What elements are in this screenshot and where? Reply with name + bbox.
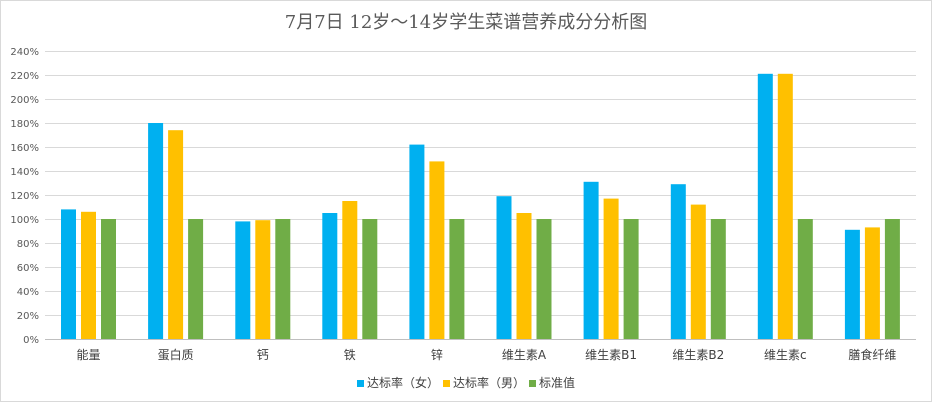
bar <box>322 213 338 339</box>
y-tick-label: 100% <box>10 215 39 226</box>
bar <box>623 219 639 339</box>
bar <box>670 184 686 339</box>
legend-item: 达标率（男） <box>442 374 525 391</box>
bar <box>255 220 271 339</box>
bar <box>81 211 96 339</box>
x-tick-label: 蛋白质 <box>158 347 194 362</box>
chart-title: 7月7日 12岁～14岁学生菜谱营养成分分析图 <box>284 12 648 33</box>
legend-swatch <box>356 380 364 387</box>
bar <box>235 221 251 339</box>
bar <box>516 213 532 339</box>
y-tick-label: 60% <box>17 263 39 274</box>
bar <box>797 219 813 339</box>
bar <box>864 227 880 339</box>
bar <box>449 219 465 339</box>
bar <box>188 219 204 339</box>
bar <box>409 144 425 339</box>
bar <box>583 181 599 339</box>
bar <box>777 73 793 340</box>
bar <box>429 161 445 339</box>
bar <box>757 73 773 340</box>
y-tick-label: 40% <box>17 287 39 298</box>
bar <box>690 204 706 339</box>
y-tick-label: 80% <box>17 239 39 250</box>
bar <box>603 198 619 339</box>
bar <box>101 219 116 339</box>
x-tick-label: 钙 <box>257 348 269 362</box>
x-tick-label: 维生素B1 <box>585 348 637 362</box>
x-tick-label: 铁 <box>344 348 356 362</box>
legend-label: 标准值 <box>539 376 576 390</box>
bar <box>342 201 358 339</box>
bar <box>168 130 184 339</box>
x-tick-label: 锌 <box>431 348 443 362</box>
bar <box>148 123 164 339</box>
y-tick-label: 200% <box>10 95 39 106</box>
legend-swatch <box>442 380 450 387</box>
y-tick-label: 180% <box>10 119 39 130</box>
bar <box>884 219 900 339</box>
y-tick-label: 0% <box>23 335 39 346</box>
y-tick-label: 120% <box>10 191 39 202</box>
x-tick-label: 维生素A <box>502 348 547 362</box>
bar <box>536 219 552 339</box>
legend-swatch <box>529 380 536 387</box>
bar <box>496 196 512 339</box>
y-tick-label: 240% <box>10 47 39 58</box>
bar <box>61 209 76 339</box>
legend-item: 达标率（女） <box>356 374 439 391</box>
y-tick-label: 140% <box>10 167 39 178</box>
x-tick-label: 维生素c <box>764 348 807 362</box>
legend-label: 达标率（女） <box>366 376 439 390</box>
bar <box>844 229 860 339</box>
x-tick-label: 维生素B2 <box>672 348 724 362</box>
y-tick-label: 220% <box>10 71 39 82</box>
legend-item: 标准值 <box>529 374 575 391</box>
legend-label: 达标率（男） <box>452 376 525 390</box>
bar <box>275 219 291 339</box>
x-tick-label: 膳食纤维 <box>848 347 896 362</box>
x-tick-label: 能量 <box>76 348 100 362</box>
y-tick-label: 20% <box>17 311 39 322</box>
bar <box>362 219 378 339</box>
bar <box>710 219 726 339</box>
legend: 达标率（女） 达标率（男） 标准值 <box>0 374 932 391</box>
y-tick-label: 160% <box>10 143 39 154</box>
